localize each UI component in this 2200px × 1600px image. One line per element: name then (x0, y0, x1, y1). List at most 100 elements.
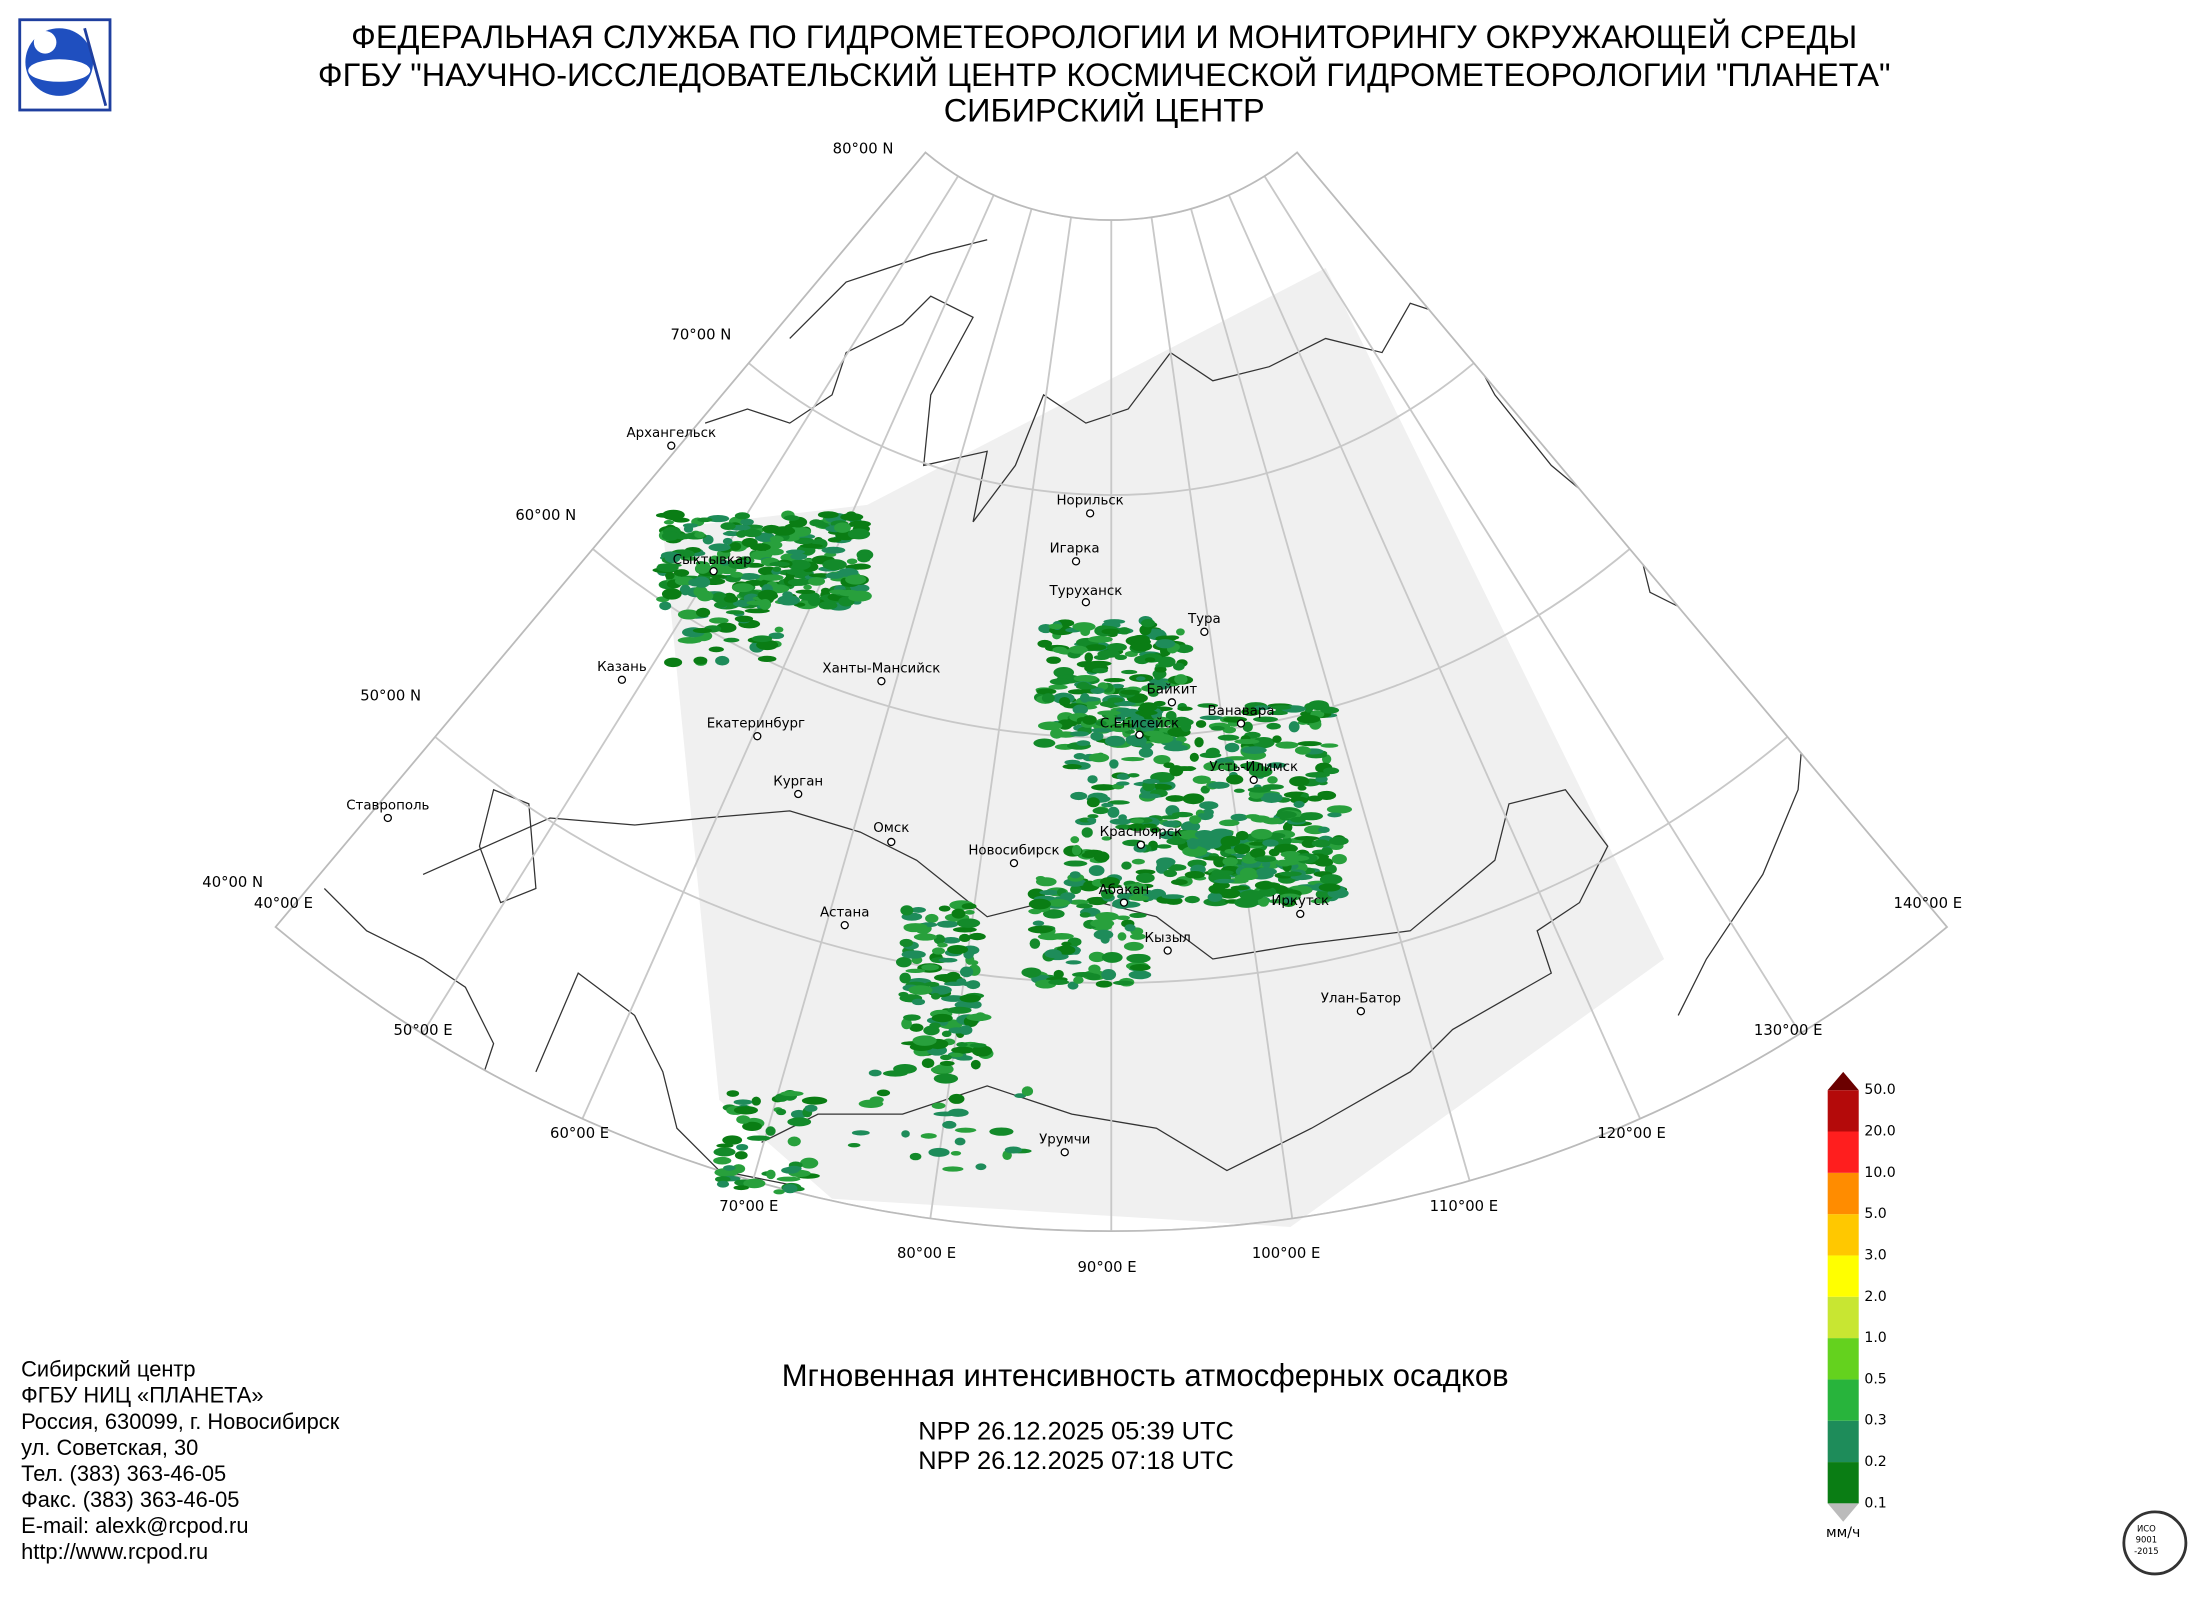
precip-cell (1123, 941, 1144, 951)
precip-cell (1317, 791, 1333, 798)
precip-cell (939, 1060, 955, 1067)
precip-cell (1021, 967, 1042, 978)
precip-cell (729, 541, 742, 551)
precip-cell (757, 655, 777, 663)
city-marker (617, 675, 627, 684)
precip-cell (933, 973, 958, 982)
precip-cell (787, 1117, 812, 1127)
precip-cell (1129, 912, 1147, 919)
precip-cell (847, 1142, 861, 1148)
precip-cell (662, 509, 685, 521)
precip-cell (787, 1136, 801, 1147)
city-label: Омск (873, 821, 909, 836)
legend-swatch (1827, 1379, 1859, 1421)
precip-cell (1117, 932, 1127, 941)
precip-cell (1194, 737, 1204, 748)
precip-cell (1189, 815, 1202, 825)
city-label: Красноярск (1100, 825, 1182, 840)
legend-swatch (1827, 1214, 1859, 1256)
precip-cell (924, 981, 940, 987)
cert-text: ИСО (2137, 1523, 2156, 1533)
precip-cell (1161, 894, 1185, 899)
lat-label: 50°00 N (360, 688, 421, 705)
lon-label: 70°00 E (719, 1198, 778, 1215)
precip-cell (723, 637, 740, 643)
precip-cell (1049, 933, 1074, 940)
precip-cell (846, 558, 858, 565)
precip-cell (1085, 644, 1107, 651)
precip-cell (1130, 634, 1150, 644)
lat-label: 60°00 N (515, 507, 576, 524)
precip-cell (1172, 766, 1197, 772)
precip-cell (948, 1027, 966, 1034)
precip-cell (936, 920, 959, 928)
precip-cell (710, 574, 728, 579)
precip-cell (741, 537, 758, 548)
precip-cell (1083, 881, 1092, 889)
city-label: Норильск (1056, 494, 1123, 509)
precip-cell (1029, 908, 1042, 915)
precip-cell (1318, 883, 1341, 892)
precip-cell (1197, 813, 1208, 818)
precip-cell (713, 1147, 736, 1157)
precip-cell (807, 595, 821, 607)
precip-cell (723, 595, 739, 603)
precip-cell (947, 1108, 969, 1117)
legend-label: 0.2 (1864, 1454, 1886, 1470)
precip-cell (1103, 619, 1126, 625)
precip-cell (949, 1052, 964, 1058)
precip-cell (1041, 693, 1055, 704)
precip-cell (1101, 836, 1112, 841)
precip-cell (726, 1090, 740, 1097)
precip-cell (1067, 689, 1089, 695)
precip-cell (659, 601, 672, 611)
precip-cell (738, 573, 761, 581)
precip-cell (672, 517, 690, 523)
precip-cell (1154, 666, 1167, 673)
precip-cell (1233, 843, 1251, 855)
precip-cell (901, 950, 926, 959)
precip-cell (728, 561, 751, 570)
precip-cell (1320, 743, 1339, 748)
legend-swatch (1827, 1462, 1859, 1504)
precip-cell (664, 657, 683, 668)
legend-label: 1.0 (1864, 1330, 1886, 1346)
legend-label: 2.0 (1864, 1289, 1886, 1305)
precip-cell (1084, 652, 1094, 663)
precip-cell (736, 1115, 751, 1124)
city-label: Улан-Батор (1321, 992, 1401, 1007)
precip-cell (1070, 885, 1082, 895)
legend-label: 0.1 (1864, 1495, 1886, 1511)
precip-cell (1282, 823, 1293, 832)
precip-cell (1128, 823, 1146, 832)
contact-line: Россия, 630099, г. Новосибирск (21, 1409, 340, 1434)
city-marker (709, 567, 718, 576)
precip-cell (1139, 702, 1158, 712)
precip-cell (1107, 800, 1130, 805)
precip-cell (734, 1151, 748, 1160)
city-label: Новосибирск (968, 842, 1059, 858)
precip-cell (1101, 802, 1114, 808)
legend-label: 50.0 (1864, 1082, 1895, 1098)
contact-line: ФГБУ НИЦ «ПЛАНЕТА» (21, 1383, 263, 1408)
precip-cell (716, 1143, 734, 1148)
precip-cell (1086, 660, 1112, 667)
precip-cell (822, 559, 847, 571)
city-label: С.Енисейск (1100, 716, 1179, 731)
precip-cell (1107, 806, 1120, 818)
city-label: Иркутск (1271, 894, 1329, 909)
legend-label: 0.5 (1864, 1371, 1886, 1387)
precip-cell (947, 944, 969, 955)
precip-cell (1170, 838, 1186, 845)
precip-cell (1068, 645, 1088, 654)
precip-cell (657, 563, 682, 568)
precip-cell (776, 1176, 801, 1182)
precip-cell (1213, 762, 1238, 770)
precip-cell (715, 1176, 731, 1183)
precip-cell (693, 656, 708, 665)
precip-cell (1194, 830, 1215, 840)
precip-cell (1131, 858, 1145, 865)
precip-cell (1061, 941, 1072, 947)
precip-cell (736, 530, 747, 538)
